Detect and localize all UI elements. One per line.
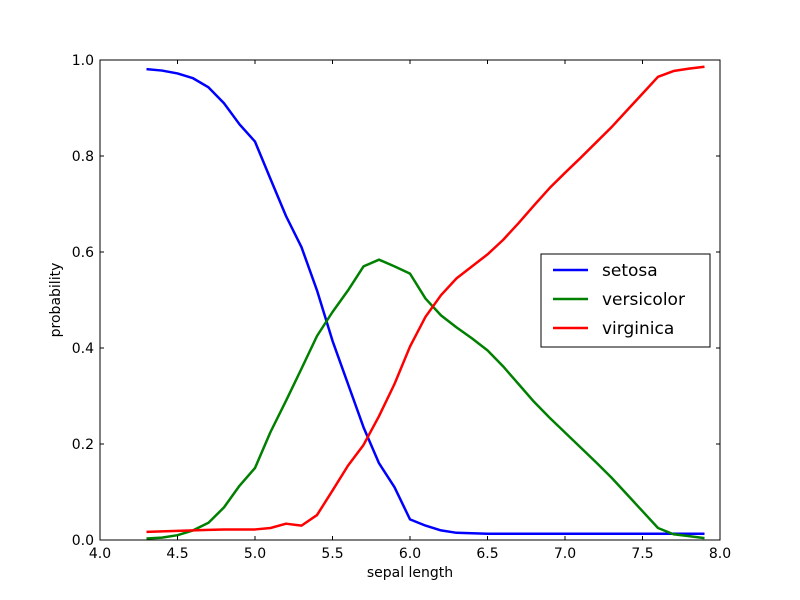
series-line-setosa [146, 67, 705, 536]
legend-label-versicolor: versicolor [602, 290, 685, 310]
x-tick-label: 6.0 [399, 546, 421, 562]
series-line-versicolor [146, 258, 705, 540]
x-tick-label: 7.0 [554, 546, 576, 562]
y-tick-label: 0.0 [72, 533, 94, 549]
y-tick-label: 0.2 [72, 437, 94, 453]
legend-label-virginica: virginica [602, 319, 674, 339]
ticks-layer: 4.0 4.5 5.0 5.5 6.0 6.5 7.0 7.5 8.0 0.0 0.2 0.4 0.6 0… [72, 53, 731, 562]
legend: setosa versicolor virginica [540, 253, 711, 348]
x-tick-label: 5.5 [321, 546, 343, 562]
x-axis-label: sepal length [367, 565, 453, 581]
x-tick-label: 5.0 [244, 546, 266, 562]
x-tick-label: 4.5 [166, 546, 188, 562]
x-tick-label: 4.0 [89, 546, 111, 562]
y-tick-label: 0.6 [72, 245, 94, 261]
y-axis-label: probability [48, 263, 64, 338]
y-tick-label: 1.0 [72, 53, 94, 69]
legend-label-setosa: setosa [602, 261, 658, 281]
series-layer [146, 65, 705, 540]
series-line-virginica [146, 65, 705, 534]
x-tick-label: 7.5 [631, 546, 653, 562]
x-tick-label: 6.5 [476, 546, 498, 562]
x-tick-label: 8.0 [709, 546, 731, 562]
y-tick-label: 0.8 [72, 149, 94, 165]
y-tick-label: 0.4 [72, 341, 94, 357]
